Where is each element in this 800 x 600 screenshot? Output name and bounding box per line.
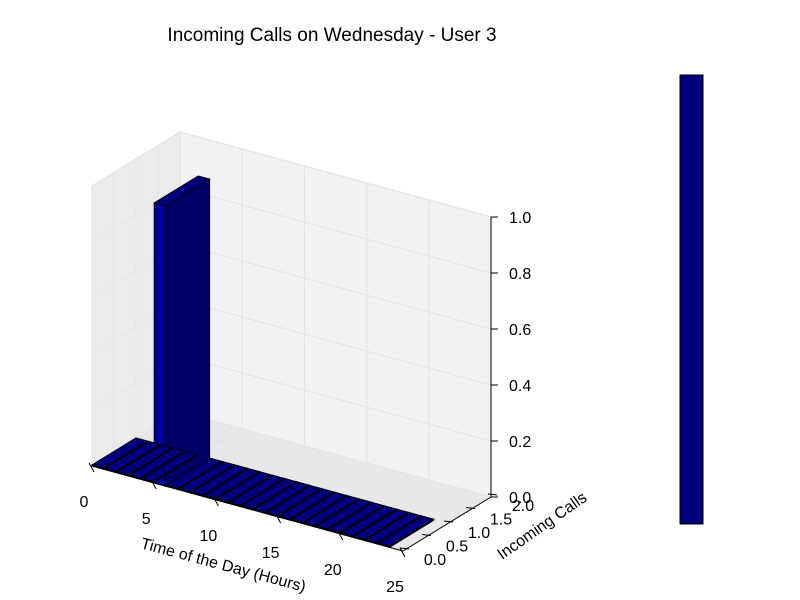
y-tick-label: 0.0 (424, 552, 446, 569)
x-tick-label: 10 (200, 528, 218, 545)
z-tick-label: 0.8 (509, 266, 531, 283)
bar (202, 467, 261, 501)
grid-line-z (179, 131, 492, 218)
chart-title: Incoming Calls on Wednesday - User 3 (167, 25, 496, 46)
grid-line-z (179, 187, 492, 274)
y-tick-label: 0.5 (446, 539, 468, 556)
y-tick-label: 1.5 (490, 512, 512, 529)
colorbar (679, 74, 704, 525)
y-tick (399, 547, 410, 550)
x-axis-label: Time of the Day (Hours) (139, 535, 308, 595)
x-tick-label: 0 (80, 494, 89, 511)
bar (351, 508, 410, 542)
z-tick-label: 0.2 (509, 434, 531, 451)
y-tick (487, 493, 498, 496)
x-tick (399, 547, 406, 558)
bar-top-face (152, 175, 211, 207)
y-tick (421, 534, 432, 536)
z-tick-label: 1.0 (509, 210, 531, 227)
y-tick (443, 520, 454, 523)
y-axis-line (402, 496, 492, 552)
bar (90, 437, 149, 470)
bar (252, 481, 311, 515)
bar (376, 515, 435, 549)
x-tick-label: 20 (324, 562, 342, 579)
x-tick (337, 530, 344, 541)
z-tick-label: 0.0 (509, 490, 531, 507)
x-tick-label: 5 (142, 511, 151, 528)
bar (152, 175, 211, 487)
bar (165, 457, 224, 491)
bar (128, 447, 187, 481)
grid-line-z (179, 243, 492, 330)
y-tick-label: 1.0 (468, 525, 490, 542)
bar (215, 471, 274, 504)
bar (314, 498, 373, 532)
grid-line-z (91, 131, 181, 187)
grid-line-z (179, 411, 492, 498)
x-tick-label: 25 (386, 579, 404, 596)
ticks-layer: 05101520250.00.51.01.52.00.00.20.40.60.8… (80, 210, 535, 596)
z-tick-label: 0.4 (509, 378, 531, 395)
x-tick (150, 479, 157, 490)
grid-line-z (179, 299, 492, 386)
bar (227, 474, 286, 508)
bar (302, 495, 361, 528)
x-tick (212, 496, 219, 507)
grid-line-z (179, 355, 492, 442)
bar-side-face (165, 178, 211, 487)
y-tick (465, 507, 476, 509)
bar-top-face (90, 437, 149, 469)
x-tick (275, 513, 282, 524)
bars-layer (90, 175, 435, 549)
y-tick-label: 2.0 (512, 498, 534, 515)
z-tick-label: 0.6 (509, 322, 531, 339)
x-tick (88, 462, 95, 473)
x-tick-label: 15 (262, 545, 280, 562)
